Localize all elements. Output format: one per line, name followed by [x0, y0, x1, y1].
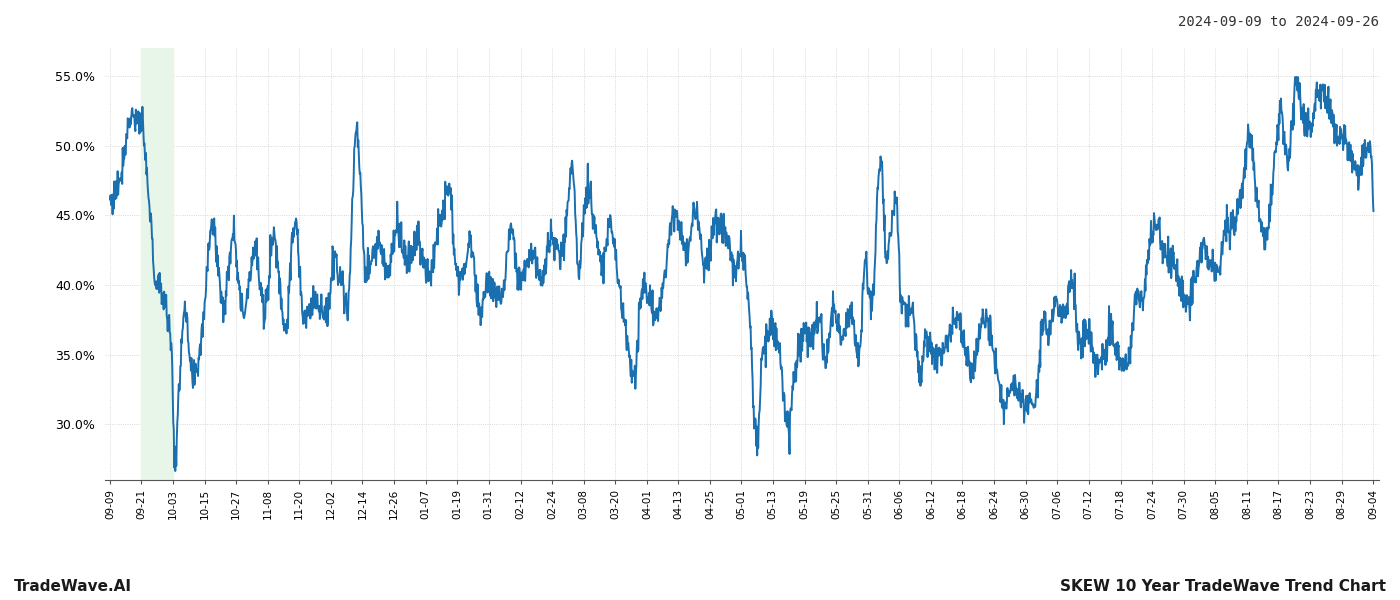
Text: SKEW 10 Year TradeWave Trend Chart: SKEW 10 Year TradeWave Trend Chart [1060, 579, 1386, 594]
Bar [141, 48, 172, 480]
Text: 2024-09-09 to 2024-09-26: 2024-09-09 to 2024-09-26 [1177, 15, 1379, 29]
Text: TradeWave.AI: TradeWave.AI [14, 579, 132, 594]
